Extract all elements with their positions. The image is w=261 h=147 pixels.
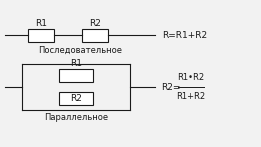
Text: Последовательное: Последовательное (38, 46, 122, 55)
FancyBboxPatch shape (82, 29, 108, 41)
Text: R2=: R2= (161, 82, 180, 91)
FancyBboxPatch shape (59, 92, 93, 105)
Text: R1•R2: R1•R2 (177, 73, 205, 82)
Text: R1: R1 (70, 59, 82, 68)
Text: R=R1+R2: R=R1+R2 (162, 30, 207, 40)
FancyBboxPatch shape (59, 69, 93, 82)
Text: Параллельное: Параллельное (44, 113, 108, 122)
FancyBboxPatch shape (28, 29, 54, 41)
Text: R2: R2 (89, 19, 101, 27)
Text: R1: R1 (35, 19, 47, 27)
Text: R1+R2: R1+R2 (176, 92, 206, 101)
Text: R2: R2 (70, 94, 82, 103)
